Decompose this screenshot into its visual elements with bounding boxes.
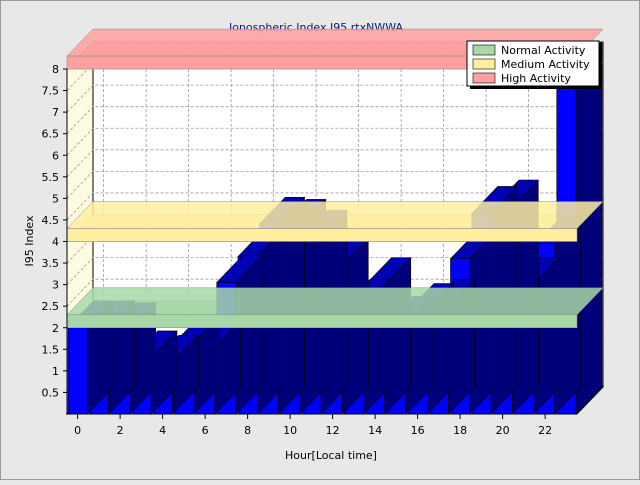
x-axis-label: Hour[Local time] bbox=[285, 449, 377, 462]
y-tick-label: 1 bbox=[52, 365, 59, 378]
x-tick-label: 18 bbox=[453, 424, 467, 437]
activity-band-edge-1 bbox=[66, 228, 578, 242]
y-tick-label: 5.5 bbox=[42, 171, 60, 184]
legend-label: High Activity bbox=[501, 72, 571, 85]
y-grid-line bbox=[66, 149, 603, 178]
legend-label: Medium Activity bbox=[501, 58, 590, 71]
y-tick-label: 3 bbox=[52, 279, 59, 292]
y-tick-label: 2 bbox=[52, 322, 59, 335]
y-grid-line bbox=[66, 278, 603, 307]
y-tick-label: 6.5 bbox=[42, 128, 60, 141]
x-tick-label: 8 bbox=[244, 424, 251, 437]
x-tick-label: 6 bbox=[202, 424, 209, 437]
activity-band-edge-0 bbox=[66, 314, 578, 328]
y-grid-line bbox=[66, 170, 603, 199]
y-tick-label: 4.5 bbox=[42, 214, 60, 227]
y-axis-label: I95 Index bbox=[23, 215, 36, 267]
x-tick-label: 4 bbox=[159, 424, 166, 437]
y-grid-line bbox=[66, 84, 603, 113]
activity-band-top-0 bbox=[66, 287, 604, 316]
y-tick-label: 7.5 bbox=[42, 85, 60, 98]
legend-swatch bbox=[472, 44, 496, 56]
x-tick-label: 22 bbox=[538, 424, 552, 437]
y-tick-label: 7 bbox=[52, 106, 59, 119]
y-tick-label: 2.5 bbox=[42, 300, 60, 313]
x-tick-label: 12 bbox=[326, 424, 340, 437]
x-tick-label: 16 bbox=[411, 424, 425, 437]
legend-swatch bbox=[472, 72, 496, 84]
x-tick-label: 2 bbox=[117, 424, 124, 437]
y-tick-label: 3.5 bbox=[42, 257, 60, 270]
legend-swatch bbox=[472, 58, 496, 70]
x-tick-label: 0 bbox=[74, 424, 81, 437]
y-tick-label: 8 bbox=[52, 63, 59, 76]
legend-label: Normal Activity bbox=[501, 44, 586, 57]
y-grid-line bbox=[66, 192, 603, 221]
y-grid-line bbox=[66, 257, 603, 285]
y-tick-label: 4 bbox=[52, 236, 59, 249]
y-grid-line bbox=[66, 127, 603, 156]
y-tick-label: 0.5 bbox=[42, 386, 60, 399]
y-tick-label: 6 bbox=[52, 149, 59, 162]
activity-band-top-1 bbox=[66, 201, 604, 229]
x-tick-label: 20 bbox=[496, 424, 510, 437]
y-tick-label: 5 bbox=[52, 192, 59, 205]
x-tick-label: 10 bbox=[283, 424, 297, 437]
y-tick-label: 1.5 bbox=[42, 343, 60, 356]
x-tick-label: 14 bbox=[368, 424, 382, 437]
y-grid-line bbox=[66, 106, 603, 134]
bar-front bbox=[67, 327, 88, 415]
